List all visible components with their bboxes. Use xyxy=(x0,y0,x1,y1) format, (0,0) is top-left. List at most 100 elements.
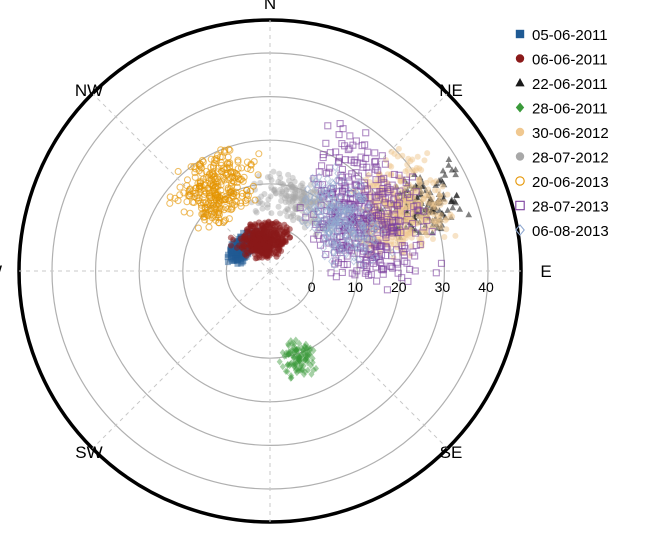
legend-label: 28-07-2013 xyxy=(532,199,609,216)
label-layer: NNEESESSWWNW010203040 xyxy=(0,0,552,462)
data-point xyxy=(227,242,234,249)
legend-marker xyxy=(515,54,525,63)
data-point xyxy=(314,225,323,234)
data-point xyxy=(234,257,241,264)
data-point xyxy=(356,231,364,241)
data-point xyxy=(372,163,380,171)
data-point xyxy=(292,360,299,369)
data-point xyxy=(449,204,456,211)
data-point xyxy=(233,183,241,191)
data-point xyxy=(315,168,323,176)
data-point xyxy=(291,340,298,348)
data-point xyxy=(403,209,411,218)
radial-tick-label: 40 xyxy=(478,279,494,295)
data-point xyxy=(290,184,297,191)
data-point xyxy=(268,210,275,217)
data-point xyxy=(287,337,294,345)
data-point xyxy=(456,205,464,212)
data-point xyxy=(254,171,262,179)
data-point xyxy=(373,219,381,229)
data-point xyxy=(303,344,310,352)
data-point xyxy=(285,350,292,358)
compass-label-e: E xyxy=(540,262,551,281)
data-point xyxy=(227,246,234,253)
data-point xyxy=(293,368,300,377)
data-point xyxy=(416,179,423,186)
data-point xyxy=(411,267,419,275)
data-point xyxy=(379,227,387,237)
data-point xyxy=(240,229,247,236)
data-point xyxy=(416,239,423,246)
data-point xyxy=(441,198,448,205)
data-point xyxy=(323,174,332,184)
data-point xyxy=(291,348,298,356)
data-point xyxy=(311,179,319,189)
data-point xyxy=(291,343,298,351)
data-point xyxy=(336,241,344,251)
data-point xyxy=(445,161,452,168)
data-point xyxy=(404,166,411,173)
data-point xyxy=(396,187,404,195)
data-point xyxy=(309,354,316,362)
data-point xyxy=(344,190,352,199)
data-point xyxy=(290,360,297,368)
data-point xyxy=(278,227,285,234)
data-point xyxy=(378,152,386,160)
data-point xyxy=(225,251,232,258)
data-point xyxy=(295,354,302,363)
data-point xyxy=(297,195,304,202)
data-point xyxy=(290,362,297,370)
data-point xyxy=(428,195,435,202)
data-point xyxy=(360,241,369,250)
data-point xyxy=(418,198,425,205)
data-point xyxy=(337,218,345,228)
data-point xyxy=(243,248,250,255)
data-point xyxy=(304,347,311,355)
data-point xyxy=(277,186,284,193)
data-point xyxy=(348,269,356,277)
data-point xyxy=(395,192,403,200)
data-point xyxy=(353,267,361,275)
legend-marker xyxy=(515,200,525,211)
data-point xyxy=(402,176,410,184)
data-point xyxy=(305,344,312,352)
data-point xyxy=(343,260,351,268)
data-point xyxy=(350,253,358,263)
data-point xyxy=(335,154,343,162)
data-point xyxy=(194,224,202,232)
data-point xyxy=(287,181,294,188)
data-point xyxy=(294,214,301,221)
data-point xyxy=(286,361,293,370)
series-28-06-2011 xyxy=(276,336,320,382)
data-point xyxy=(293,348,300,357)
data-point xyxy=(286,197,293,204)
data-point xyxy=(366,201,374,211)
data-point xyxy=(380,179,388,187)
data-point xyxy=(208,168,216,176)
data-point xyxy=(224,205,232,213)
data-point xyxy=(234,165,242,173)
data-point xyxy=(217,159,225,167)
data-point xyxy=(347,206,355,216)
data-point xyxy=(385,194,393,202)
data-point xyxy=(429,235,436,242)
data-point xyxy=(315,191,324,201)
data-point xyxy=(316,211,325,221)
data-point xyxy=(338,140,346,148)
data-point xyxy=(364,148,372,156)
data-point xyxy=(290,353,297,362)
compass-label-sw: SW xyxy=(75,443,102,462)
data-point xyxy=(256,219,263,226)
data-point xyxy=(292,194,299,201)
data-point xyxy=(334,168,342,178)
data-point xyxy=(296,353,303,362)
data-point xyxy=(293,346,300,354)
data-point xyxy=(283,193,290,200)
data-point xyxy=(291,205,298,212)
data-point xyxy=(227,234,234,241)
data-point xyxy=(292,190,299,197)
data-point xyxy=(380,174,388,182)
data-point xyxy=(198,169,206,177)
data-point xyxy=(323,237,331,247)
data-point xyxy=(218,196,226,204)
